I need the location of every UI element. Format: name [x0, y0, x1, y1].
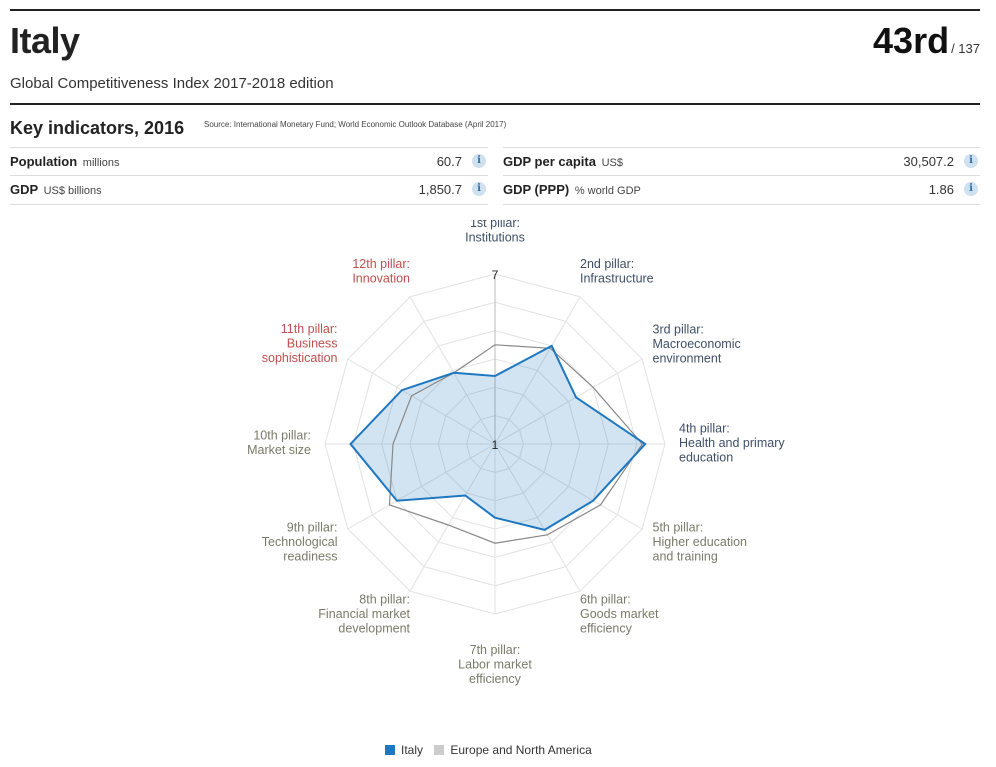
- axis-label-line: Goods market: [580, 607, 659, 621]
- key-indicators-title: Key indicators, 2016: [10, 118, 185, 138]
- axis-label: 3rd pillar: Macroeconomic environment: [653, 322, 741, 365]
- axis-label-line: Market size: [247, 443, 311, 457]
- legend-swatch-region: [434, 745, 445, 755]
- axis-label-line: Financial market: [318, 607, 410, 621]
- info-icon[interactable]: i: [964, 154, 978, 168]
- axis-label-line: and training: [653, 549, 718, 563]
- section-rule: [10, 103, 980, 105]
- axis-label-line: 7th pillar:: [470, 643, 521, 657]
- axis-label: 1st pillar: Institutions: [465, 220, 525, 245]
- indicator-unit: millions: [82, 157, 120, 169]
- axis-label-line: Technological: [262, 535, 338, 549]
- grid-spoke: [409, 443, 496, 592]
- legend-label-region: Europe and North America: [450, 743, 592, 757]
- axis-label: 6th pillar: Goods market efficiency: [580, 593, 659, 636]
- axis-label-line: Higher education: [653, 535, 748, 549]
- axis-label-line: sophistication: [262, 351, 338, 365]
- axis-label-line: 11th pillar:: [281, 322, 338, 336]
- info-icon[interactable]: i: [964, 182, 978, 196]
- axis-label-line: development: [338, 622, 410, 636]
- axis-label-line: readiness: [283, 549, 337, 563]
- axis-label: 7th pillar: Labor market efficiency: [458, 643, 532, 686]
- radar-chart: 7 1 1st pillar: Institutions 2nd pillar: Infr…: [247, 220, 785, 686]
- series-line-italy: [349, 344, 647, 531]
- axis-label-line: 4th pillar:: [679, 421, 730, 435]
- info-icon[interactable]: i: [472, 182, 486, 196]
- axis-label-line: 3rd pillar:: [653, 322, 704, 336]
- grid-spoke: [409, 296, 496, 445]
- axis-label: 10th pillar: Market size: [247, 429, 311, 458]
- axis-label: 8th pillar: Financial market development: [318, 593, 410, 636]
- axis-label: 12th pillar: Innovation: [352, 257, 410, 286]
- indicator-value: 1,850.7: [418, 182, 462, 197]
- grid-spoke: [494, 443, 581, 592]
- axis-label-line: Innovation: [352, 272, 410, 286]
- axis-label-line: environment: [653, 351, 722, 365]
- series-area-italy: [350, 345, 646, 530]
- top-rule: [10, 9, 980, 11]
- axis-label-line: 8th pillar:: [359, 593, 410, 607]
- axis-label: 9th pillar: Technological readiness: [262, 520, 338, 563]
- axis-label: 11th pillar: Business sophistication: [262, 322, 338, 365]
- grid-spoke: [494, 443, 643, 530]
- axis-label-line: Business: [287, 337, 338, 351]
- indicator-value: 1.86: [928, 182, 954, 197]
- axis-label-line: 12th pillar:: [352, 257, 410, 271]
- indicator-gdp: GDP US$ billions 1,850.7 i: [10, 175, 488, 205]
- legend-swatch-italy: [385, 745, 395, 755]
- rank-total: / 137: [951, 41, 980, 56]
- scale-min-label: 1: [492, 438, 499, 452]
- axis-label-line: 6th pillar:: [580, 593, 631, 607]
- rank-value: 43rd: [873, 20, 950, 61]
- axis-label-line: education: [679, 450, 733, 464]
- axis-label-line: 10th pillar:: [253, 429, 311, 443]
- grid-spoke: [347, 358, 496, 445]
- info-icon[interactable]: i: [472, 154, 486, 168]
- axis-label: 5th pillar: Higher education and training: [653, 520, 748, 563]
- axis-label-line: 1st pillar:: [470, 220, 520, 230]
- indicator-name: GDP per capita US$: [503, 154, 623, 169]
- indicator-name: GDP US$ billions: [10, 182, 102, 197]
- grid-spoke: [494, 296, 581, 445]
- indicator-name: Population millions: [10, 154, 120, 169]
- indicator-value: 60.7: [436, 154, 462, 169]
- scale-max-label: 7: [492, 268, 499, 282]
- grid-spoke: [494, 358, 643, 445]
- axis-label-line: efficiency: [580, 622, 633, 636]
- axis-label-line: 9th pillar:: [287, 520, 338, 534]
- indicator-gdp-per-capita: GDP per capita US$ 30,507.2 i: [503, 147, 980, 176]
- indicator-population: Population millions 60.7 i: [10, 147, 488, 176]
- axis-label-line: Health and primary: [679, 436, 785, 450]
- indicator-value: 30,507.2: [903, 154, 954, 169]
- axis-label-line: 2nd pillar:: [580, 257, 634, 271]
- indicator-unit: US$: [601, 157, 623, 169]
- axis-label-line: Infrastructure: [580, 272, 654, 286]
- country-name: Italy: [10, 20, 80, 61]
- indicator-name: GDP (PPP) % world GDP: [503, 182, 641, 197]
- edition-subtitle: Global Competitiveness Index 2017-2018 e…: [10, 75, 334, 92]
- legend-label-italy: Italy: [401, 743, 424, 757]
- legend-item-italy[interactable]: Italy: [385, 743, 423, 757]
- indicator-unit: % world GDP: [574, 185, 641, 197]
- grid-spoke: [347, 443, 496, 530]
- axis-label-line: Labor market: [458, 658, 532, 672]
- axis-label: 4th pillar: Health and primary education: [679, 421, 785, 464]
- chart-legend: Italy Europe and North America: [385, 743, 600, 757]
- rank-badge: 43rd/ 137: [873, 20, 980, 62]
- axis-label-line: efficiency: [469, 672, 522, 686]
- key-indicators-source: Source: International Monetary Fund; Wor…: [204, 120, 507, 129]
- indicator-gdp-ppp: GDP (PPP) % world GDP 1.86 i: [503, 175, 980, 205]
- axis-label-line: 5th pillar:: [653, 520, 704, 534]
- axis-label: 2nd pillar: Infrastructure: [580, 257, 654, 286]
- axis-label-line: Macroeconomic: [653, 337, 741, 351]
- axis-label-line: Institutions: [465, 231, 525, 245]
- legend-item-region[interactable]: Europe and North America: [434, 743, 592, 757]
- indicator-unit: US$ billions: [43, 185, 102, 197]
- series-line-region: [388, 344, 644, 544]
